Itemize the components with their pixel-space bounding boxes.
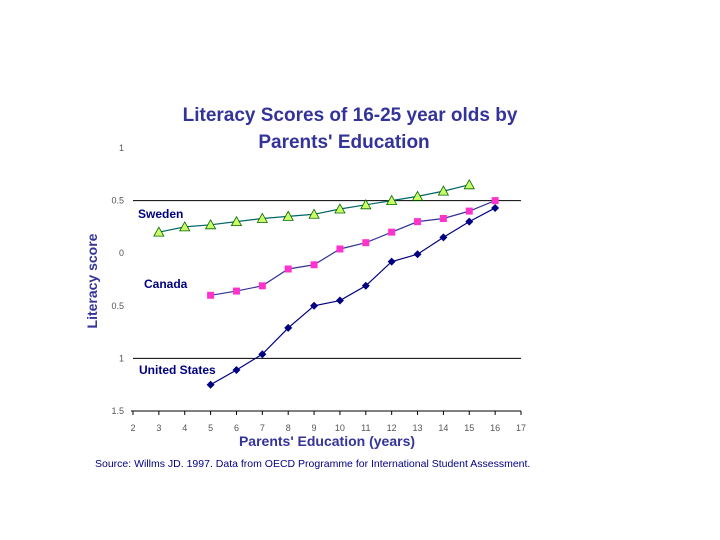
x-tick-label-13: 15 xyxy=(464,423,474,433)
data-point-sweden-9 xyxy=(385,194,398,206)
series-label-united-states: United States xyxy=(139,363,216,377)
x-tick-label-10: 12 xyxy=(387,423,397,433)
y-axis-label: Literacy score xyxy=(84,233,100,328)
x-tick-label-6: 8 xyxy=(286,423,291,433)
chart-title-line-1: Literacy Scores of 16-25 year olds by xyxy=(183,105,518,126)
x-tick-label-15: 17 xyxy=(516,423,526,433)
y-tick-label-2: 0 xyxy=(119,248,124,258)
source-note: Source: Willms JD. 1997. Data from OECD … xyxy=(95,458,530,470)
data-point-sweden-10 xyxy=(411,190,424,201)
x-tick-label-1: 3 xyxy=(156,423,161,433)
x-tick-label-7: 9 xyxy=(312,423,317,433)
data-point-united-states-11 xyxy=(491,203,500,212)
data-point-canada-1 xyxy=(232,287,240,295)
series-layer xyxy=(153,178,500,389)
x-tick-label-3: 5 xyxy=(208,423,213,433)
y-tick-label-5: 1.5 xyxy=(111,406,124,416)
data-point-canada-4 xyxy=(310,261,318,269)
data-point-united-states-6 xyxy=(361,281,370,290)
data-point-canada-0 xyxy=(207,291,215,299)
data-point-united-states-8 xyxy=(413,250,422,259)
data-point-canada-3 xyxy=(284,265,292,273)
x-tick-label-5: 7 xyxy=(260,423,265,433)
series-label-canada: Canada xyxy=(144,277,188,291)
data-point-united-states-5 xyxy=(335,296,344,305)
data-point-sweden-7 xyxy=(334,203,346,214)
x-tick-label-11: 13 xyxy=(413,423,423,433)
y-tick-label-0: 1 xyxy=(119,143,124,153)
y-tick-label-3: 0.5 xyxy=(111,301,124,311)
data-point-sweden-1 xyxy=(179,221,191,232)
data-point-united-states-2 xyxy=(258,350,267,359)
data-point-united-states-7 xyxy=(387,257,396,266)
y-tick-label-1: 0.5 xyxy=(111,196,124,206)
data-point-sweden-5 xyxy=(282,210,294,221)
x-tick-labels: 2 3 4 5 6 7 8 9 10 11 12 13 14 15 16 17 xyxy=(130,411,526,433)
data-point-canada-9 xyxy=(439,214,447,222)
y-tick-label-4: 1 xyxy=(119,353,124,363)
data-point-canada-5 xyxy=(336,245,344,253)
data-point-united-states-3 xyxy=(284,323,293,332)
x-tick-label-2: 4 xyxy=(182,423,187,433)
data-point-sweden-8 xyxy=(360,198,372,210)
data-point-united-states-0 xyxy=(206,380,215,389)
data-point-sweden-2 xyxy=(204,218,217,230)
series-label-sweden: Sweden xyxy=(138,207,183,221)
chart-title-line-2: Parents' Education xyxy=(258,132,429,153)
x-tick-label-8: 10 xyxy=(335,423,345,433)
data-point-canada-10 xyxy=(465,207,473,215)
data-point-united-states-4 xyxy=(310,301,319,310)
x-tick-label-12: 14 xyxy=(438,423,448,433)
gridlines xyxy=(133,200,521,359)
x-tick-label-9: 11 xyxy=(361,423,370,433)
x-tick-label-4: 6 xyxy=(234,423,239,433)
data-point-canada-6 xyxy=(362,239,370,247)
y-tick-labels: 1 0.5 0 0.5 1 1.5 xyxy=(111,143,124,416)
x-axis-label: Parents' Education (years) xyxy=(239,433,415,449)
series-line-canada xyxy=(210,200,496,296)
data-point-canada-2 xyxy=(258,282,266,290)
series-line-united-states xyxy=(210,207,496,386)
data-point-sweden-0 xyxy=(153,226,165,237)
data-point-united-states-9 xyxy=(439,233,448,242)
data-point-canada-11 xyxy=(491,197,499,205)
x-tick-label-14: 16 xyxy=(490,423,500,433)
data-point-sweden-3 xyxy=(230,215,243,227)
data-point-sweden-12 xyxy=(463,178,475,190)
data-point-sweden-4 xyxy=(256,212,269,223)
data-point-canada-8 xyxy=(414,218,422,226)
data-point-sweden-6 xyxy=(308,208,320,219)
data-point-canada-7 xyxy=(388,228,396,236)
data-point-united-states-10 xyxy=(465,217,474,226)
x-tick-label-0: 2 xyxy=(130,423,135,433)
data-point-sweden-11 xyxy=(437,185,450,196)
data-point-united-states-1 xyxy=(232,365,241,374)
